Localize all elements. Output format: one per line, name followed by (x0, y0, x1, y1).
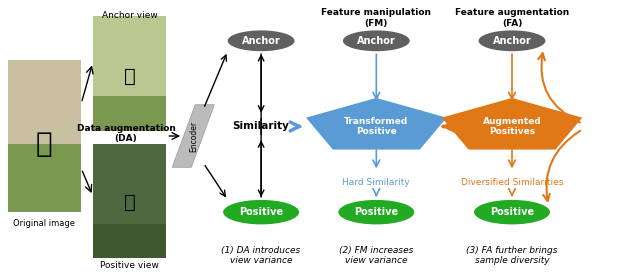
Ellipse shape (228, 30, 294, 51)
Text: Anchor: Anchor (242, 36, 280, 46)
Text: Positive: Positive (490, 207, 534, 217)
FancyBboxPatch shape (93, 224, 166, 258)
Ellipse shape (479, 30, 545, 51)
Text: Similarity: Similarity (233, 122, 289, 131)
Polygon shape (172, 105, 214, 167)
Text: Data augmentation
(DA): Data augmentation (DA) (77, 123, 175, 143)
Text: Augmented
Positives: Augmented Positives (483, 117, 541, 136)
Text: Diversified Similarities: Diversified Similarities (461, 178, 563, 187)
Ellipse shape (339, 200, 414, 224)
Text: Anchor view: Anchor view (102, 11, 157, 20)
Polygon shape (306, 98, 447, 150)
Ellipse shape (474, 200, 550, 224)
Text: Positive: Positive (355, 207, 398, 217)
Text: (3) FA further brings
sample diversity: (3) FA further brings sample diversity (467, 246, 557, 265)
Text: Feature augmentation
(FA): Feature augmentation (FA) (455, 8, 569, 27)
Text: Hard Similarity: Hard Similarity (342, 178, 410, 187)
Text: Positive view: Positive view (100, 261, 159, 270)
Text: 🐕: 🐕 (36, 130, 52, 158)
Polygon shape (442, 98, 582, 150)
Text: Encoder: Encoder (189, 120, 198, 152)
FancyBboxPatch shape (8, 60, 81, 212)
Text: Anchor: Anchor (357, 36, 396, 46)
Text: 🐕: 🐕 (124, 67, 136, 86)
Text: (2) FM increases
view variance: (2) FM increases view variance (339, 246, 413, 265)
Text: Anchor: Anchor (493, 36, 531, 46)
Text: (1) DA introduces
view variance: (1) DA introduces view variance (221, 246, 301, 265)
Ellipse shape (223, 200, 299, 224)
Text: Original image: Original image (13, 219, 75, 228)
FancyBboxPatch shape (93, 16, 166, 131)
Text: 🐕: 🐕 (124, 193, 136, 212)
Text: Positive: Positive (239, 207, 283, 217)
Ellipse shape (343, 30, 410, 51)
FancyBboxPatch shape (93, 96, 166, 131)
FancyBboxPatch shape (93, 144, 166, 258)
Text: Feature manipulation
(FM): Feature manipulation (FM) (321, 8, 431, 27)
Text: Transformed
Positive: Transformed Positive (344, 117, 408, 136)
FancyBboxPatch shape (8, 144, 81, 212)
